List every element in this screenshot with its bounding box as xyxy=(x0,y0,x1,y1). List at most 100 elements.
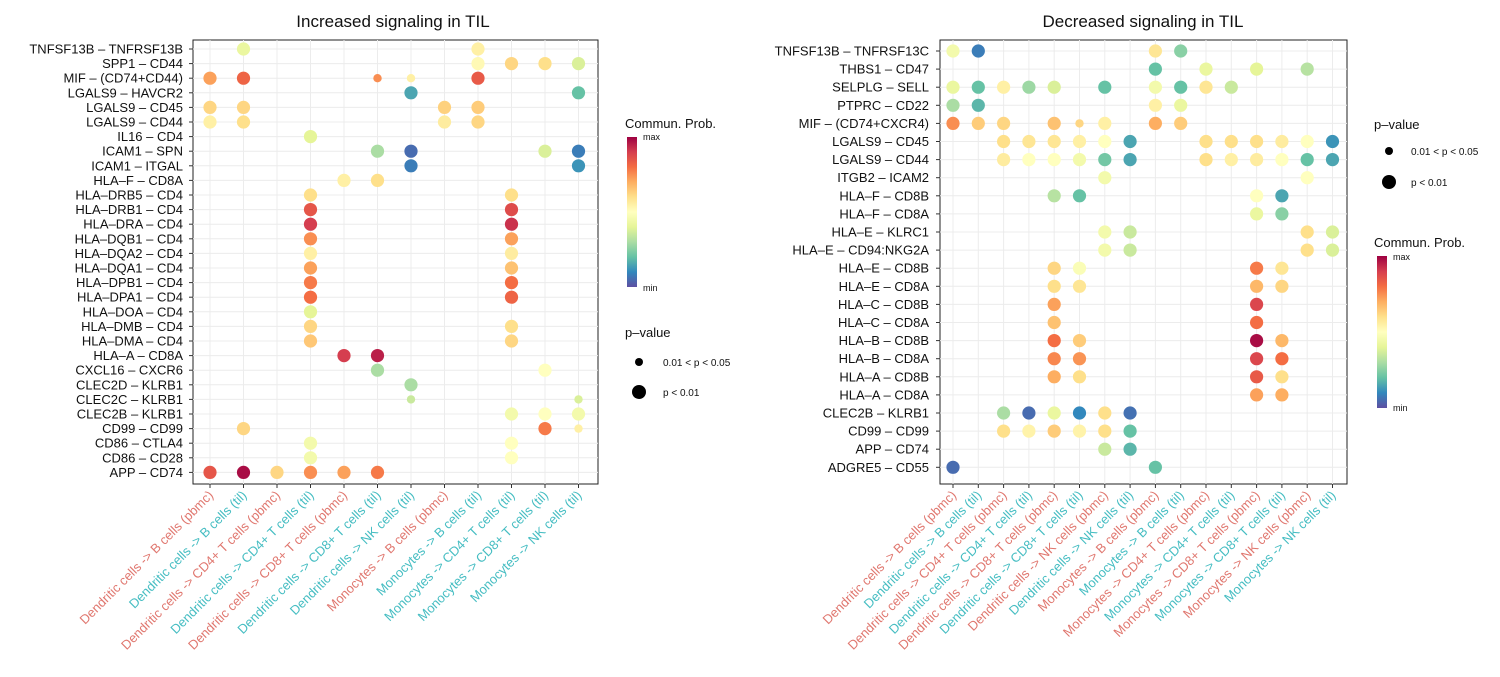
decreased-dot xyxy=(1250,135,1263,148)
increased-dot xyxy=(304,130,317,143)
decreased-dot xyxy=(1301,171,1314,184)
increased-dot xyxy=(572,86,585,99)
increased-dot xyxy=(337,349,350,362)
decreased-y-label: APP – CD74 xyxy=(856,442,929,457)
increased-dot xyxy=(404,159,417,172)
decreased-dot xyxy=(997,425,1010,438)
increased-y-label: CLEC2C – KLRB1 xyxy=(76,392,183,407)
decreased-title: Decreased signaling in TIL xyxy=(1043,12,1244,31)
increased-dot xyxy=(304,320,317,333)
increased-pvalue-title: p–value xyxy=(625,325,671,340)
increased-dot xyxy=(237,101,250,114)
decreased-dot xyxy=(1073,425,1086,438)
decreased-dot xyxy=(1048,153,1061,166)
decreased-dot xyxy=(1098,225,1111,238)
decreased-dot xyxy=(1124,153,1137,166)
increased-title: Increased signaling in TIL xyxy=(296,12,489,31)
increased-dot xyxy=(270,466,283,479)
increased-dot xyxy=(203,101,216,114)
decreased-dot xyxy=(972,44,985,57)
decreased-dot xyxy=(1048,334,1061,347)
decreased-dot xyxy=(1199,81,1212,94)
decreased-dot xyxy=(1174,99,1187,112)
decreased-dot xyxy=(1098,153,1111,166)
decreased-dot xyxy=(1149,117,1162,130)
increased-dot xyxy=(304,305,317,318)
increased-dot xyxy=(538,145,551,158)
decreased-y-label: HLA–C – CD8A xyxy=(838,315,929,330)
decreased-dot xyxy=(1124,406,1137,419)
decreased-dot xyxy=(1326,135,1339,148)
increased-pvalue-small-label: 0.01 < p < 0.05 xyxy=(663,358,731,369)
increased-dot xyxy=(237,115,250,128)
decreased-dot xyxy=(1022,406,1035,419)
decreased-y-label: ITGB2 – ICAM2 xyxy=(837,170,929,185)
increased-dot xyxy=(237,466,250,479)
decreased-dot xyxy=(1149,461,1162,474)
decreased-pvalue-large-label: p < 0.01 xyxy=(1411,178,1448,189)
increased-y-label: HLA–DQA1 – CD4 xyxy=(75,261,183,276)
decreased-dot xyxy=(1275,280,1288,293)
decreased-y-label: HLA–E – KLRC1 xyxy=(831,225,929,240)
decreased-y-label: TNFSF13B – TNFRSF13C xyxy=(775,44,929,59)
decreased-y-label: CLEC2B – KLRB1 xyxy=(823,406,929,421)
increased-y-label: HLA–DPB1 – CD4 xyxy=(76,275,183,290)
decreased-dot xyxy=(1225,81,1238,94)
increased-dot xyxy=(237,422,250,435)
increased-dot xyxy=(505,218,518,231)
increased-dot xyxy=(505,57,518,70)
increased-pvalue-large-label: p < 0.01 xyxy=(663,388,700,399)
decreased-dot xyxy=(972,81,985,94)
decreased-dot xyxy=(1250,370,1263,383)
decreased-dot xyxy=(1174,44,1187,57)
increased-dot xyxy=(371,364,384,377)
increased-dot xyxy=(471,115,484,128)
increased-dot xyxy=(505,320,518,333)
decreased-dot xyxy=(1075,119,1083,127)
increased-y-label: ICAM1 – ITGAL xyxy=(91,158,183,173)
decreased-y-label: CD99 – CD99 xyxy=(848,424,929,439)
decreased-y-label: PTPRC – CD22 xyxy=(837,98,929,113)
decreased-dot xyxy=(1225,153,1238,166)
decreased-dot xyxy=(1022,81,1035,94)
decreased-y-label: HLA–E – CD94:NKG2A xyxy=(792,243,929,258)
increased-dot xyxy=(471,57,484,70)
decreased-y-label: LGALS9 – CD44 xyxy=(832,152,929,167)
decreased-dot xyxy=(1275,189,1288,202)
decreased-dot xyxy=(1048,135,1061,148)
increased-dot xyxy=(203,115,216,128)
increased-dot xyxy=(304,291,317,304)
decreased-dot xyxy=(1174,117,1187,130)
increased-y-label: HLA–DQA2 – CD4 xyxy=(75,246,183,261)
increased-color-legend-title: Commun. Prob. xyxy=(625,116,716,131)
increased-dot xyxy=(337,174,350,187)
increased-dot xyxy=(505,203,518,216)
decreased-dot xyxy=(1124,135,1137,148)
increased-plot-frame xyxy=(193,40,598,484)
decreased-dot xyxy=(1275,207,1288,220)
increased-dot xyxy=(438,115,451,128)
increased-dot xyxy=(404,145,417,158)
increased-panel: Increased signaling in TIL TNFSF13B – TN… xyxy=(29,12,730,653)
decreased-dot xyxy=(1098,406,1111,419)
decreased-dot xyxy=(1149,63,1162,76)
decreased-dot xyxy=(1098,117,1111,130)
decreased-dot xyxy=(1275,153,1288,166)
increased-y-label: CLEC2D – KLRB1 xyxy=(76,377,183,392)
decreased-dot xyxy=(946,461,959,474)
decreased-dot xyxy=(1149,81,1162,94)
decreased-dot xyxy=(1275,262,1288,275)
figure: Increased signaling in TIL TNFSF13B – TN… xyxy=(0,0,1500,677)
decreased-y-labels: TNFSF13B – TNFRSF13C THBS1 – CD47 SELPLG –… xyxy=(775,44,940,475)
increased-dot xyxy=(505,232,518,245)
increased-y-label: IL16 – CD4 xyxy=(117,129,183,144)
increased-dot xyxy=(371,145,384,158)
increased-dot xyxy=(203,72,216,85)
decreased-dot xyxy=(1048,280,1061,293)
increased-dot xyxy=(505,276,518,289)
increased-dot xyxy=(337,466,350,479)
increased-dot xyxy=(471,42,484,55)
decreased-pvalue-small-dot xyxy=(1385,147,1393,155)
decreased-dot xyxy=(1275,135,1288,148)
decreased-y-label: HLA–A – CD8A xyxy=(839,387,929,402)
